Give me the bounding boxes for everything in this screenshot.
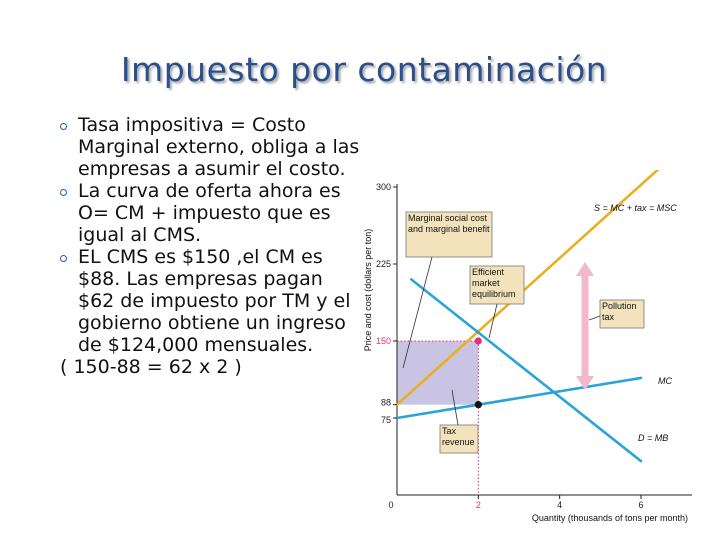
marginal-social-label: Marginal social cost and marginal benefi… xyxy=(408,213,490,234)
y-tick-label-88: 88 xyxy=(381,398,391,408)
data-point-1 xyxy=(474,401,482,409)
pollution-tax-label: Pollution tax xyxy=(602,301,637,322)
pollution-tax-arrowhead-bottom xyxy=(576,376,594,390)
marginal-social-box xyxy=(405,211,493,258)
y-tick-label-225: 225 xyxy=(376,259,391,269)
efficient-equilibrium-box xyxy=(469,265,525,305)
mc-curve-label: MC xyxy=(658,376,672,386)
tax-revenue-box xyxy=(439,424,479,454)
bullet-list: Tasa impositiva = Costo Marginal externo… xyxy=(60,114,360,378)
series-line-1 xyxy=(395,376,643,420)
calculation-note: ( 150-88 = 62 x 2 ) xyxy=(60,356,242,378)
bullet-text: La curva de oferta ahora es O= CM + impu… xyxy=(78,180,341,246)
supply-curve-label: S = MC + tax = MSC xyxy=(594,203,677,213)
slide-title: Impuesto por contaminación xyxy=(120,50,608,89)
bullet-item: La curva de oferta ahora es O= CM + impu… xyxy=(60,180,360,246)
bullet-item: EL CMS es $150 ,el CM es $88. Las empres… xyxy=(60,246,360,356)
series-line-2 xyxy=(409,278,643,463)
bullet-marker-icon xyxy=(60,255,67,262)
data-point-0 xyxy=(474,337,482,345)
pollution-tax-chart: 75 88 150 225 300 0 2 4 6 Marginal social cost a… xyxy=(340,165,728,532)
y-tick-label-300: 300 xyxy=(376,182,391,192)
x-tick-label-0: 0 xyxy=(388,500,393,510)
chart-svg: 75 88 150 225 300 0 2 4 6 Marginal social cost a… xyxy=(363,165,692,523)
y-tick-label-150: 150 xyxy=(376,336,391,346)
x-tick-label-6: 6 xyxy=(638,500,643,510)
bullet-marker-icon xyxy=(60,189,67,196)
y-tick-label-75: 75 xyxy=(381,415,391,425)
demand-curve-label: D = MB xyxy=(638,433,668,443)
efficient-equilibrium-label: Efficient market equilibrium xyxy=(472,267,516,299)
pollution-tax-arrowhead-top xyxy=(576,262,594,276)
bullet-text: EL CMS es $150 ,el CM es $88. Las empres… xyxy=(78,246,351,356)
x-tick-label-4: 4 xyxy=(557,500,562,510)
x-axis-label: Quantity (thousands of tons per month) xyxy=(532,513,688,523)
bullet-text: Tasa impositiva = Costo Marginal externo… xyxy=(78,114,360,180)
pollution-tax-box xyxy=(599,299,645,329)
y-axis-label: Price and cost (dollars per ton) xyxy=(363,229,373,352)
bullet-item: Tasa impositiva = Costo Marginal externo… xyxy=(60,114,360,180)
series-line-0 xyxy=(395,165,663,406)
tax-revenue-label: Tax revenue xyxy=(442,426,475,447)
x-tick-label-2: 2 xyxy=(476,500,481,510)
bullet-marker-icon xyxy=(60,123,67,130)
